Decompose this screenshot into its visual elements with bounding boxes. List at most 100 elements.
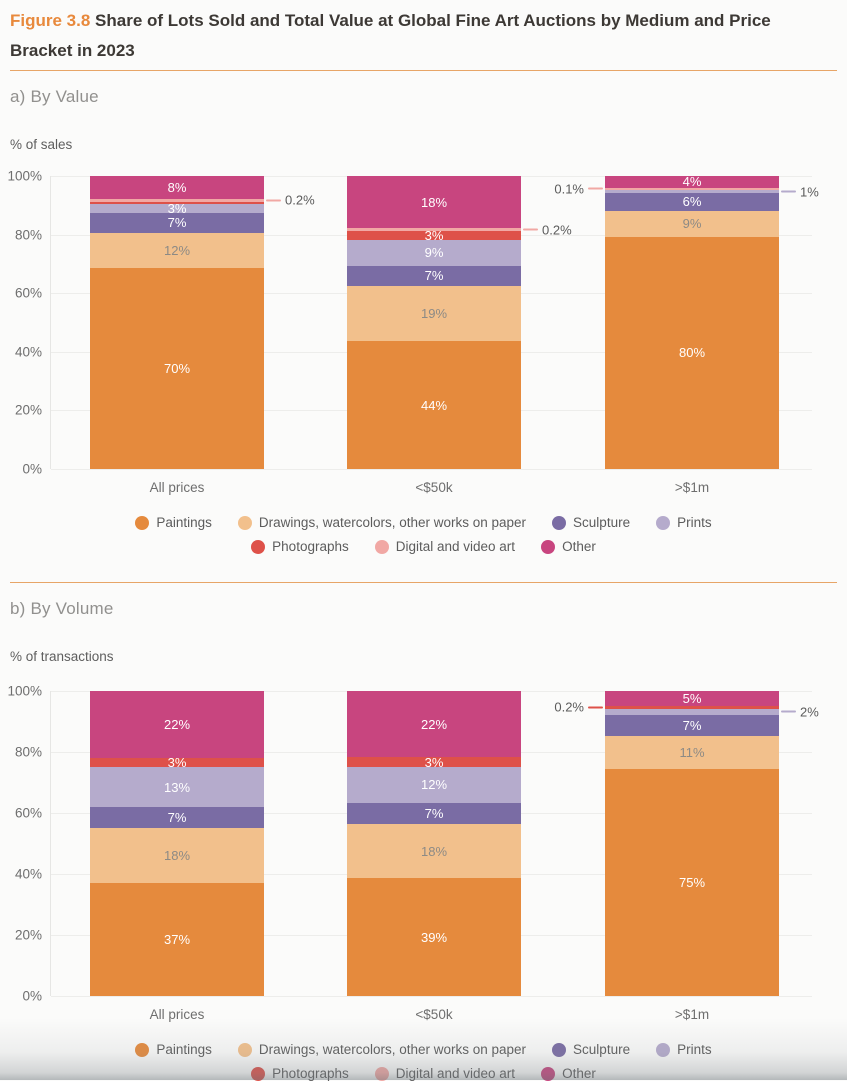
segment-label-other: 4% bbox=[682, 174, 702, 190]
legend-item-photographs: Photographs bbox=[251, 539, 349, 554]
figure-title-text: Share of Lots Sold and Total Value at Gl… bbox=[10, 11, 771, 60]
segment-prints: 13% bbox=[90, 767, 264, 807]
segment-paintings: 70% bbox=[90, 267, 264, 469]
segment-label-other: 22% bbox=[163, 717, 191, 733]
callout-line bbox=[588, 706, 603, 709]
segment-drawings: 18% bbox=[90, 828, 264, 884]
figure-number: Figure 3.8 bbox=[10, 11, 91, 30]
gridline-0 bbox=[51, 469, 812, 470]
callout-value: 0.2% bbox=[285, 192, 315, 208]
segment-label-sculpture: 7% bbox=[424, 805, 444, 821]
segment-sculpture: 7% bbox=[605, 714, 779, 736]
segment-label-sculpture: 6% bbox=[682, 194, 702, 210]
segment-prints bbox=[605, 190, 779, 194]
legend-label-other: Other bbox=[562, 539, 596, 554]
segment-label-drawings: 18% bbox=[163, 848, 191, 864]
segment-sculpture: 7% bbox=[347, 802, 521, 824]
gridline-0 bbox=[51, 996, 812, 997]
legend-dot-digital bbox=[374, 1066, 389, 1081]
y-tick-label-20: 20% bbox=[14, 402, 42, 418]
segment-paintings: 80% bbox=[605, 236, 779, 469]
callout-prints: 2% bbox=[781, 704, 819, 719]
segment-label-prints: 12% bbox=[420, 777, 448, 793]
callout-value: 1% bbox=[800, 184, 819, 200]
segment-label-other: 8% bbox=[167, 180, 187, 196]
segment-photographs bbox=[90, 201, 264, 205]
y-tick-label-80: 80% bbox=[14, 227, 42, 243]
section-by-value: a) By Value % of sales 0% 20% 40% 60% 80% 100… bbox=[7, 87, 837, 554]
chart-by-volume-plot: 0% 20% 40% 60% 80% 100% All prices 37% 18% 7% 13% 3… bbox=[7, 684, 818, 1023]
y-tick-label-100: 100% bbox=[7, 168, 42, 184]
x-axis-label-50k: <$50k bbox=[415, 480, 453, 495]
segment-sculpture: 7% bbox=[347, 265, 521, 287]
callout-value: 0.2% bbox=[554, 699, 584, 715]
legend-dot-drawings bbox=[237, 1042, 252, 1057]
segment-label-prints: 3% bbox=[167, 201, 187, 217]
segment-photographs: 3% bbox=[90, 756, 264, 769]
callout-digital: 0.2% bbox=[266, 193, 315, 208]
title-divider bbox=[10, 70, 837, 71]
legend-label-digital: Digital and video art bbox=[395, 539, 516, 554]
segment-label-sculpture: 7% bbox=[167, 810, 187, 826]
figure-title: Figure 3.8 Share of Lots Sold and Total … bbox=[10, 0, 837, 66]
legend-item-prints: Prints bbox=[656, 1042, 712, 1057]
legend-label-photographs: Photographs bbox=[272, 539, 349, 554]
segment-prints bbox=[605, 708, 779, 715]
callout-line bbox=[523, 228, 538, 231]
segment-label-drawings: 19% bbox=[420, 306, 448, 322]
segment-label-sculpture: 7% bbox=[167, 215, 187, 231]
segment-label-paintings: 80% bbox=[678, 345, 706, 361]
segment-other: 18% bbox=[347, 176, 521, 229]
segment-paintings: 75% bbox=[605, 769, 779, 996]
legend-dot-photographs bbox=[251, 1066, 266, 1081]
legend-item-paintings: Paintings bbox=[135, 515, 212, 530]
section-by-volume: b) By Volume % of transactions 0% 20% 40% 6… bbox=[7, 599, 837, 1081]
segment-prints: 12% bbox=[347, 766, 521, 803]
segment-photographs: 3% bbox=[347, 756, 521, 769]
legend-dot-photographs bbox=[251, 539, 266, 554]
legend-label-drawings: Drawings, watercolors, other works on pa… bbox=[258, 1042, 527, 1057]
segment-label-paintings: 39% bbox=[420, 929, 448, 945]
legend-item-paintings: Paintings bbox=[135, 1042, 212, 1057]
y-tick-label-40: 40% bbox=[14, 866, 42, 882]
segment-photographs bbox=[605, 706, 779, 709]
segment-other: 4% bbox=[605, 174, 779, 190]
y-tick-label-60: 60% bbox=[14, 805, 42, 821]
segment-paintings: 39% bbox=[347, 878, 521, 996]
segment-other: 5% bbox=[605, 691, 779, 707]
legend-dot-sculpture bbox=[552, 1042, 567, 1057]
segment-digital bbox=[347, 228, 521, 231]
legend-dot-paintings bbox=[135, 1042, 150, 1057]
legend-by-value: Paintings Drawings, watercolors, other wo… bbox=[94, 515, 754, 554]
bar-all-prices: 70% 12% 7% 3% 0.2% 8% bbox=[90, 176, 315, 469]
legend-item-prints: Prints bbox=[656, 515, 712, 530]
segment-sculpture: 6% bbox=[605, 193, 779, 211]
callout-value: 2% bbox=[800, 704, 819, 720]
callout-digital: 0.1% bbox=[554, 181, 603, 196]
legend-item-digital: Digital and video art bbox=[374, 539, 516, 554]
y-tick-label-0: 0% bbox=[22, 988, 42, 1004]
segment-other: 22% bbox=[90, 691, 264, 759]
legend-dot-sculpture bbox=[552, 515, 567, 530]
legend-label-sculpture: Sculpture bbox=[573, 1042, 631, 1057]
y-tick-label-20: 20% bbox=[14, 927, 42, 943]
legend-item-sculpture: Sculpture bbox=[552, 515, 630, 530]
legend-label-prints: Prints bbox=[677, 515, 712, 530]
x-axis-label-all-prices: All prices bbox=[149, 1007, 205, 1022]
bar-all-prices: 37% 18% 7% 13% 3% 22% bbox=[90, 691, 264, 996]
callout-prints: 1% bbox=[781, 184, 819, 199]
segment-drawings: 18% bbox=[347, 823, 521, 879]
segment-label-prints: 9% bbox=[424, 245, 444, 261]
bar-50k: 39% 18% 7% 12% 3% 22% bbox=[347, 691, 521, 996]
callout-value: 0.2% bbox=[542, 222, 572, 238]
segment-label-paintings: 70% bbox=[163, 360, 191, 376]
callout-digital: 0.2% bbox=[523, 222, 572, 237]
chart-by-volume-wrap: 0% 20% 40% 60% 80% 100% All prices 37% 18% 7% 13% 3… bbox=[7, 684, 818, 1023]
segment-label-photographs: 3% bbox=[424, 227, 444, 243]
callout-line bbox=[781, 710, 796, 713]
legend-item-other: Other bbox=[541, 1066, 596, 1081]
bar-1m: 80% 9% 6% 1% 0.1% 4% bbox=[554, 174, 819, 469]
legend-dot-prints bbox=[656, 1042, 671, 1057]
legend-by-volume: Paintings Drawings, watercolors, other wo… bbox=[94, 1042, 754, 1081]
